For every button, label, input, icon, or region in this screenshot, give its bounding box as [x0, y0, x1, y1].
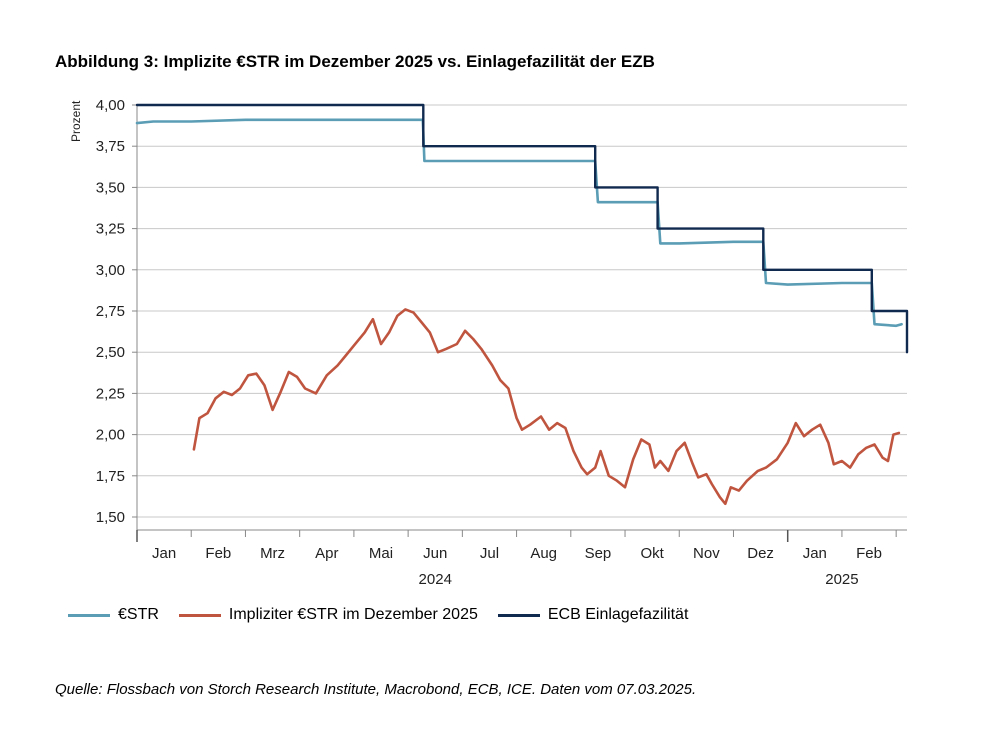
- y-axis-label: Prozent: [69, 100, 83, 142]
- legend-label-ecb-deposit-rate: ECB Einlagefazilität: [547, 606, 689, 623]
- series-lines: [135, 103, 909, 506]
- series-line-estr: [135, 118, 903, 328]
- year-label: 2025: [825, 571, 858, 588]
- legend-item-ecb-deposit-rate: ECB Einlagefazilität: [497, 606, 689, 624]
- x-tick-label: Okt: [640, 545, 664, 562]
- source-note: Quelle: Flossbach von Storch Research In…: [55, 681, 697, 698]
- y-tick-label: 3,25: [96, 221, 125, 238]
- x-tick-label: Jul: [480, 545, 499, 562]
- y-tick-label: 2,25: [96, 385, 125, 402]
- series-line-ecb-deposit-rate: [135, 103, 909, 354]
- x-axis: Jan Feb Mrz Apr Mai Jun Jul Aug Sep Okt Nov Dez Jan F…: [136, 529, 907, 588]
- y-tick-label: 4,00: [96, 97, 125, 114]
- x-tick-label: Apr: [315, 545, 338, 562]
- legend-item-estr: €STR: [68, 606, 159, 624]
- y-axis: 4,00 3,75 3,50 3,25 3,00 2,75 2,50 2,25 2,00 1,75…: [96, 97, 138, 530]
- x-tick-label: Mai: [369, 545, 393, 562]
- legend-label-estr: €STR: [118, 606, 159, 623]
- x-tick-label: Feb: [205, 545, 231, 562]
- x-tick-label: Sep: [585, 545, 612, 562]
- x-tick-label: Mrz: [260, 545, 285, 562]
- legend-swatch-implied-estr: [178, 613, 221, 617]
- y-tick-label: 2,00: [96, 427, 125, 444]
- legend: €STR Impliziter €STR im Dezember 2025 EC…: [68, 606, 688, 624]
- x-tick-label: Jun: [423, 545, 447, 562]
- y-tick-label: 3,75: [96, 138, 125, 155]
- y-tick-label: 1,50: [96, 509, 125, 526]
- legend-swatch-ecb-deposit-rate: [497, 613, 540, 617]
- x-tick-label: Nov: [693, 545, 720, 562]
- x-tick-label: Jan: [803, 545, 827, 562]
- chart-title: Abbildung 3: Implizite €STR im Dezember …: [55, 52, 655, 71]
- x-tick-label: Aug: [530, 545, 557, 562]
- x-tick-label: Dez: [747, 545, 774, 562]
- series-line-implied-estr: [192, 308, 901, 506]
- legend-label-implied-estr: Impliziter €STR im Dezember 2025: [228, 606, 478, 623]
- y-tick-label: 2,75: [96, 303, 125, 320]
- x-tick-label: Jan: [152, 545, 176, 562]
- y-tick-label: 2,50: [96, 344, 125, 361]
- y-tick-label: 3,00: [96, 262, 125, 279]
- year-label: 2024: [419, 571, 452, 588]
- y-tick-label: 3,50: [96, 179, 125, 196]
- legend-swatch-estr: [68, 613, 110, 617]
- legend-item-implied-estr: Impliziter €STR im Dezember 2025: [178, 606, 478, 624]
- y-tick-label: 1,75: [96, 468, 125, 485]
- gridlines: [137, 104, 907, 518]
- x-tick-label: Feb: [856, 545, 882, 562]
